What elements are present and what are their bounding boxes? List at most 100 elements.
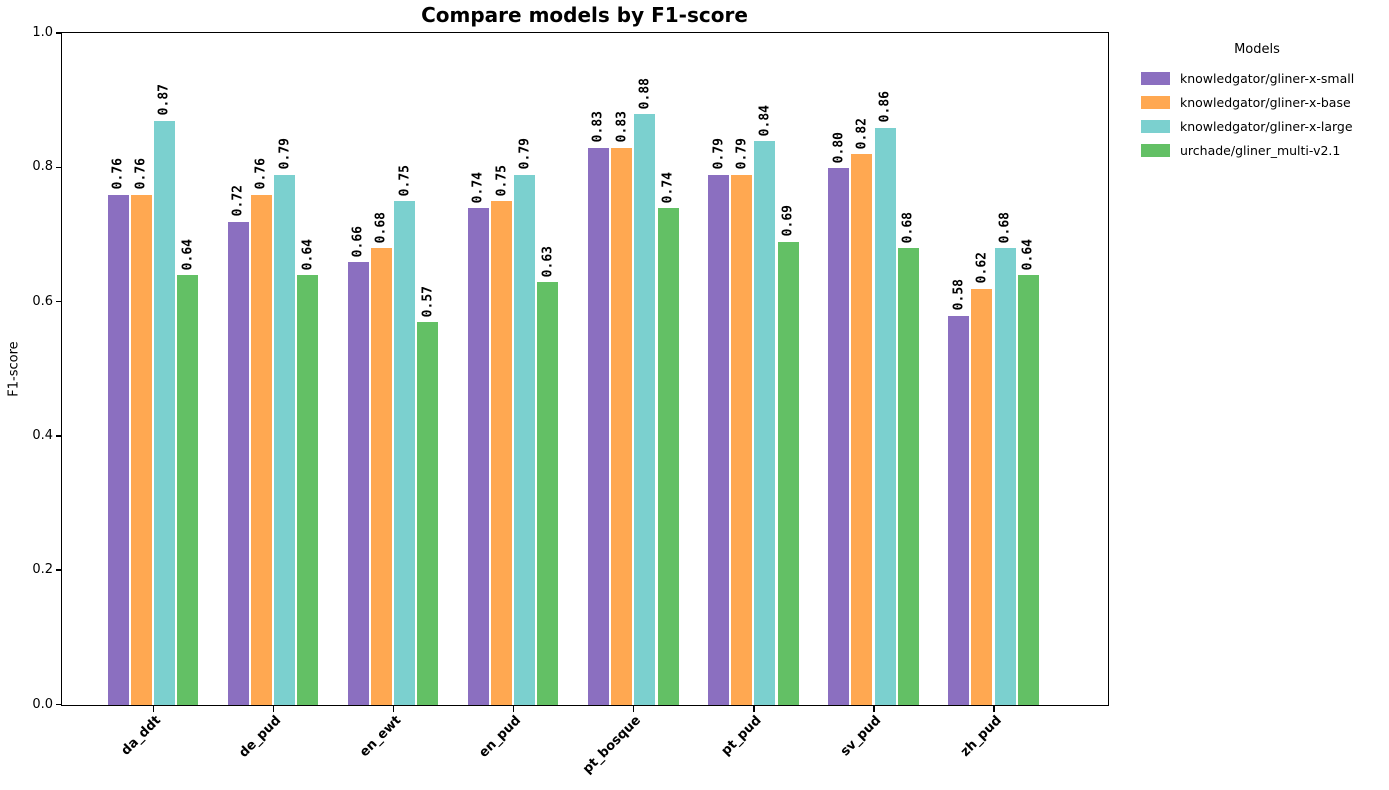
bar-value-label: 0.74 (470, 171, 486, 204)
bar-value-label: 0.79 (277, 138, 292, 170)
bar (130, 194, 152, 705)
legend-swatch (1141, 143, 1170, 157)
legend-swatch (1141, 95, 1170, 109)
bar (297, 275, 319, 705)
legend-swatch (1141, 119, 1170, 133)
bar (777, 241, 799, 705)
y-tick-label: 0.2 (32, 562, 53, 578)
bar (994, 248, 1016, 705)
bar (948, 315, 970, 705)
bar-value-label: 0.88 (637, 77, 653, 110)
bar-value-label: 0.76 (253, 158, 269, 190)
x-tick-label-text: sv_pud (838, 713, 885, 760)
bar (657, 208, 679, 705)
bar (754, 140, 776, 705)
plot-area: 0.76 0.76 0.87 0.64 0.72 0.76 0.79 0.64 0.66 0.68… (60, 31, 1109, 706)
bar (417, 322, 439, 705)
legend: Models knowledgator/gliner-x-small knowle… (1128, 42, 1386, 162)
bar-value-label: 0.84 (757, 104, 773, 136)
y-tick-mark (55, 435, 62, 437)
y-tick-mark (55, 300, 62, 303)
bar (347, 261, 369, 705)
legend-item-label: urchade/gliner_multi-v2.1 (1180, 142, 1341, 158)
bar-value-label: 0.75 (494, 165, 509, 197)
bar (587, 147, 609, 705)
bar-value-label: 0.57 (420, 285, 436, 318)
bar (874, 127, 896, 705)
bar-value-label: 0.66 (350, 225, 366, 257)
bar-value-label: 0.74 (660, 171, 676, 204)
bar-value-label: 0.79 (517, 138, 533, 170)
bar-value-label: 0.87 (156, 84, 172, 116)
bar (394, 201, 416, 705)
bar-value-label: 0.83 (590, 111, 606, 143)
legend-item-label: knowledgator/gliner-x-large (1180, 118, 1353, 134)
bar-value-label: 0.80 (831, 131, 847, 163)
bar-value-label: 0.62 (974, 252, 990, 284)
bar (708, 174, 729, 705)
x-tick-label-text: de_pud (236, 713, 284, 761)
bar (611, 147, 633, 705)
x-tick-label-text: da_ddt (118, 713, 164, 759)
bar (153, 120, 175, 705)
x-tick-label-text: zh_pud (957, 713, 1005, 760)
x-tick-mark (392, 706, 395, 712)
bar (634, 114, 656, 705)
x-tick-mark (993, 706, 995, 712)
bar-value-label: 0.58 (951, 279, 967, 311)
bar-value-label: 0.63 (540, 245, 556, 277)
x-tick-label-text: en_pud (476, 713, 525, 761)
bar-value-label: 0.64 (1020, 238, 1036, 271)
bar (274, 174, 295, 705)
y-tick-mark (55, 32, 62, 34)
legend-item: knowledgator/gliner-x-base (1128, 90, 1386, 114)
bar (851, 154, 873, 705)
x-tick-label-text: en_ewt (356, 713, 405, 761)
bar-value-label: 0.79 (711, 138, 726, 170)
x-tick-label-text: pt_pud (718, 713, 765, 759)
bar-value-label: 0.83 (614, 111, 630, 143)
legend-item-label: knowledgator/gliner-x-base (1180, 94, 1351, 110)
x-tick-mark (152, 706, 155, 712)
bar-value-label: 0.68 (900, 212, 916, 244)
bar (971, 288, 993, 705)
y-tick-mark (55, 569, 62, 571)
bar-value-label: 0.68 (373, 212, 389, 244)
bar (1017, 275, 1039, 705)
bar-value-label: 0.68 (997, 212, 1013, 244)
bar (828, 167, 850, 705)
bar-value-label: 0.76 (133, 158, 149, 190)
bar (537, 281, 559, 705)
bar (897, 248, 919, 705)
bar (177, 275, 199, 705)
x-tick-mark (753, 706, 755, 712)
bar-value-label: 0.72 (230, 185, 246, 217)
bar-value-label: 0.86 (877, 91, 893, 123)
bar (467, 208, 489, 705)
y-tick-label: 0.4 (32, 427, 53, 443)
bar (227, 221, 249, 705)
x-tick-mark (873, 706, 875, 712)
y-tick-label: 0.0 (32, 696, 53, 712)
legend-title: Models (1234, 42, 1280, 57)
bar (107, 194, 129, 705)
y-tick-label: 0.6 (32, 293, 53, 309)
y-tick-label: 1.0 (32, 25, 53, 40)
bar-value-label: 0.76 (110, 158, 126, 190)
y-tick-mark (55, 166, 62, 169)
legend-item: knowledgator/gliner-x-small (1128, 66, 1386, 90)
x-tick-mark (272, 706, 275, 712)
x-tick-mark (512, 706, 515, 712)
bar (491, 201, 512, 705)
bar-value-label: 0.64 (180, 238, 196, 271)
y-tick-mark (55, 703, 62, 706)
y-tick-label: 0.8 (32, 159, 53, 175)
y-axis-label: F1-score (6, 341, 22, 397)
x-tick-label-text: pt_bosque (580, 713, 645, 777)
legend-item-label: knowledgator/gliner-x-small (1180, 70, 1355, 86)
bar-value-label: 0.79 (734, 138, 750, 170)
bar (370, 248, 392, 705)
bar (731, 174, 753, 705)
legend-item: knowledgator/gliner-x-large (1128, 114, 1386, 138)
